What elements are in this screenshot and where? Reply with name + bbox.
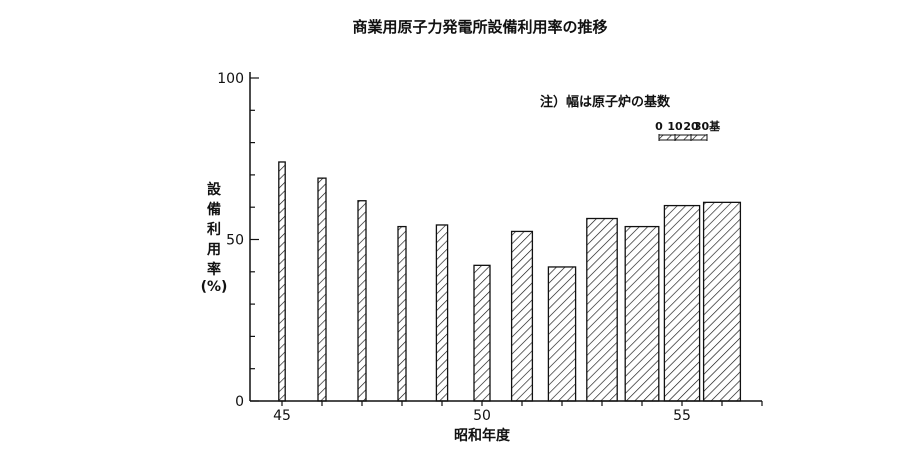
x-tick-label: 50 xyxy=(473,408,491,424)
y-label-char: 率 xyxy=(207,261,221,278)
bar-48 xyxy=(397,225,407,402)
bar-54 xyxy=(624,225,660,402)
y-axis: 0 50 100 xyxy=(217,71,259,410)
bar-56 xyxy=(702,201,742,402)
scale-label: 10 xyxy=(667,120,683,133)
y-label-char: 備 xyxy=(207,201,221,218)
bar-52 xyxy=(547,266,577,402)
scale-label: 30基 xyxy=(694,119,721,133)
y-label-char: 用 xyxy=(207,242,221,258)
bar-50 xyxy=(473,264,491,402)
width-note: 注）幅は原子炉の基数 xyxy=(540,94,671,110)
bars xyxy=(278,161,742,402)
y-label-char: (%) xyxy=(201,279,228,295)
bar-55 xyxy=(663,204,701,402)
y-label-char: 設 xyxy=(207,181,222,198)
y-axis-label: 設備利用率(%) xyxy=(201,181,228,295)
x-axis-label: 昭和年度 xyxy=(454,427,511,444)
y-tick-label: 50 xyxy=(226,233,244,249)
bar-47 xyxy=(357,200,367,402)
y-tick-label: 100 xyxy=(217,71,244,87)
bar-51 xyxy=(510,230,534,402)
bar-53 xyxy=(586,217,618,402)
y-label-char: 利 xyxy=(207,221,221,238)
x-tick-label: 55 xyxy=(673,408,691,424)
chart-title: 商業用原子力発電所設備利用率の推移 xyxy=(352,18,607,36)
scale-label: 0 xyxy=(655,120,663,133)
scale-label: 20 xyxy=(683,120,699,133)
bar-49 xyxy=(435,224,449,402)
scale-bar xyxy=(658,134,708,141)
y-tick-label: 0 xyxy=(235,394,244,410)
x-axis: 45 50 55 xyxy=(250,400,763,424)
bar-46 xyxy=(317,177,327,402)
x-tick-label: 45 xyxy=(273,408,291,424)
bar-45 xyxy=(278,161,286,402)
